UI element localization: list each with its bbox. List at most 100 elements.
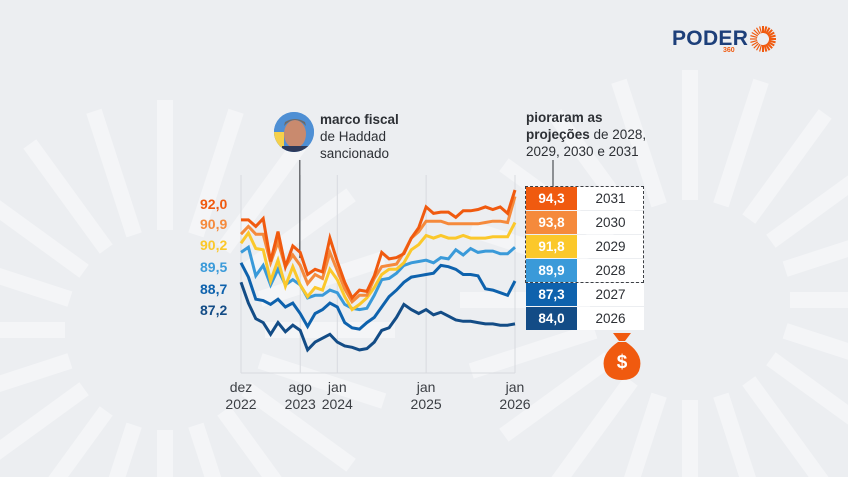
annotation-line: de Haddad (320, 129, 387, 144)
background-ray (188, 108, 244, 238)
sun-ray (756, 43, 761, 51)
table-row: 91,8 2029 (526, 235, 644, 258)
start-value-label-2028: 89,5 (200, 259, 228, 275)
sun-ray (759, 26, 763, 34)
background-ray (0, 382, 89, 472)
x-tick-year: 2023 (284, 396, 316, 412)
projection-value: 91,8 (526, 235, 577, 258)
sun-ray (763, 44, 768, 52)
sun-ray (765, 27, 771, 35)
sun-ray (766, 29, 774, 36)
background-ray (548, 376, 638, 477)
background-ray (86, 422, 142, 477)
projection-year: 2026 (577, 307, 644, 331)
logo-sub: 360 (723, 47, 735, 54)
x-tick-year: 2026 (499, 396, 531, 412)
projection-table: 94,3 2031 93,8 2030 91,8 2029 89,9 2028 87,3 2027… (526, 187, 644, 332)
projection-value: 84,0 (526, 307, 577, 331)
projection-value: 87,3 (526, 283, 577, 306)
background-ray (782, 221, 848, 277)
x-tick-month: ago (288, 379, 312, 395)
start-value-label-2030: 90,9 (200, 216, 228, 232)
annotation-line: 2029, 2030 e 2031 (526, 144, 639, 159)
projection-year: 2031 (577, 187, 644, 210)
series-line-2029 (239, 221, 517, 312)
sun-ray (766, 42, 774, 49)
x-tick-label: jan 2025 (401, 379, 451, 413)
background-ray (86, 108, 142, 238)
background-ray (23, 139, 113, 254)
background-ray (766, 158, 848, 248)
start-value-label-2031: 92,0 (200, 196, 228, 212)
table-row: 84,0 2026 (526, 307, 644, 331)
sun-ray (767, 31, 775, 37)
annotation-bold: pioraram as (526, 110, 603, 125)
projection-value: 89,9 (526, 259, 577, 282)
x-tick-month: jan (416, 379, 436, 395)
x-tick-label: dez 2022 (216, 379, 266, 413)
projection-year: 2027 (577, 283, 644, 306)
background-ray (713, 392, 769, 477)
sun-ray (759, 44, 763, 52)
x-tick-month: jan (327, 379, 347, 395)
background-ray (713, 78, 769, 208)
table-row: 87,3 2027 (526, 283, 644, 306)
annotation-bold: marco fiscal (320, 112, 399, 127)
background-ray (0, 188, 89, 278)
annotation-bold: projeções (526, 127, 590, 142)
background-ray (23, 406, 113, 477)
x-tick-year: 2024 (321, 396, 353, 412)
marco-fiscal-annotation: marco fiscal de Haddad sancionado (320, 111, 399, 162)
series-line-2026 (239, 281, 516, 353)
background-ray (241, 382, 356, 472)
projection-year: 2030 (577, 211, 644, 234)
series-line-2027 (239, 262, 517, 331)
background-ray (468, 323, 598, 379)
background-ray (682, 70, 698, 200)
haddad-avatar (274, 112, 314, 152)
x-tick-label: ago 2023 (275, 379, 325, 413)
background-ray (682, 400, 698, 477)
background-ray (611, 78, 667, 208)
sun-ray (751, 31, 759, 37)
projection-year: 2029 (577, 235, 644, 258)
background-ray (766, 352, 848, 442)
background-ray (0, 251, 73, 307)
projection-value: 94,3 (526, 187, 577, 210)
sun-ray (756, 27, 761, 35)
background-ray (217, 406, 307, 477)
x-tick-month: jan (505, 379, 525, 395)
money-bag-icon: $ (603, 333, 641, 380)
sun-icon (750, 26, 777, 52)
sun-ray (763, 26, 768, 34)
series-line-2031 (241, 189, 517, 301)
background-ray (217, 139, 307, 254)
background-ray (157, 100, 173, 230)
annotation-text: de 2028, (589, 127, 647, 142)
background-ray (0, 322, 65, 338)
sun-ray (753, 29, 760, 36)
poder360-logo: PODER 360 (672, 26, 777, 54)
sun-ray (767, 41, 775, 47)
table-row: 89,9 2028 (526, 259, 644, 282)
annotation-line: sancionado (320, 146, 390, 161)
start-value-label-2027: 88,7 (200, 281, 228, 297)
background-ray (790, 292, 848, 308)
sun-ray (765, 43, 771, 51)
start-value-label-2029: 90,2 (200, 237, 228, 253)
table-row: 94,3 2031 (526, 187, 644, 210)
background-ray (742, 376, 832, 477)
projection-year: 2028 (577, 259, 644, 282)
x-tick-label: jan 2026 (490, 379, 540, 413)
sun-ray (768, 34, 777, 39)
sun-ray (750, 39, 758, 43)
logo-text: PODER (672, 27, 749, 50)
dollar-symbol: $ (617, 352, 628, 373)
background-ray (0, 353, 73, 409)
sun-ray (750, 35, 758, 39)
background-ray (782, 323, 848, 379)
background-ray (611, 392, 667, 477)
x-tick-label: jan 2024 (312, 379, 362, 413)
